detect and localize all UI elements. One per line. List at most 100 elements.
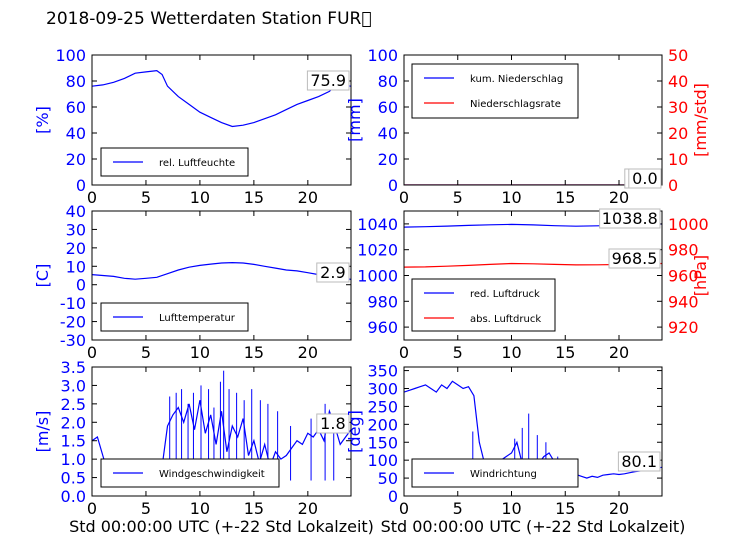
y2-tick-label: 0 [668, 176, 678, 195]
y-tick-label: 1.0 [61, 450, 86, 469]
y2-tick-label: 50 [668, 46, 688, 65]
y-tick-label: 80 [378, 72, 398, 91]
last-value-label: 80.1 [621, 452, 657, 471]
y-tick-label: 0.5 [61, 469, 86, 488]
x-tick-label: 10 [190, 188, 210, 207]
legend: Windgeschwindigkeit [100, 458, 280, 488]
y-tick-label: -20 [60, 313, 86, 332]
last-value-label-2-box [628, 168, 662, 189]
y-tick-label: 250 [367, 397, 398, 416]
x-tick-label: 15 [555, 188, 575, 207]
last-value-label-2: 0.0 [632, 169, 657, 188]
y-axis-label: [mm] [345, 98, 364, 142]
legend: rel. Luftfeuchte [100, 147, 249, 177]
y-tick-label: 0 [388, 487, 398, 506]
y2-tick-label: 40 [668, 72, 688, 91]
x-tick-label: 15 [244, 343, 264, 362]
y-tick-label: 50 [378, 469, 398, 488]
y-tick-label: 0 [76, 276, 86, 295]
y2-tick-label: 940 [668, 292, 699, 311]
x-tick-label: 20 [609, 188, 629, 207]
y-tick-label: 40 [66, 124, 86, 143]
last-value-label: 2.9 [320, 263, 345, 282]
x-tick-label: 10 [501, 343, 521, 362]
last-value-label-2: 968.5 [612, 249, 658, 268]
y-tick-label: 3.5 [61, 358, 86, 377]
y-tick-label: 3.0 [61, 376, 86, 395]
y-tick-label: 100 [367, 46, 398, 65]
plot-frame [91, 210, 352, 341]
panel-wind_speed: 0 5 10 15 20 0.00.51.01.52.02.53.03.5 [m/s] Std… [33, 358, 374, 536]
y-tick-label: 0 [76, 176, 86, 195]
legend-label: rel. Luftfeuchte [159, 158, 235, 169]
y-tick-label: 20 [66, 150, 86, 169]
x-tick-label: 0 [87, 188, 97, 207]
y2-tick-label: 960 [668, 267, 699, 286]
legend: Lufttemperatur [100, 302, 249, 332]
x-tick-label: 0 [399, 499, 409, 518]
last-value-label-box [306, 70, 350, 91]
x-tick-label: 10 [501, 188, 521, 207]
x-tick-label: 0 [87, 343, 97, 362]
plot-frame [403, 54, 663, 186]
legend-label: Windgeschwindigkeit [159, 469, 265, 480]
x-axis-label: Std 00:00:00 UTC (+-22 Std Lokalzeit) [381, 517, 686, 536]
y-axis-label: [C] [33, 264, 52, 288]
x-tick-label: 5 [453, 499, 463, 518]
last-value-label: 1038.8 [602, 209, 658, 228]
y-tick-label: 1040 [357, 215, 398, 234]
legend: red. Luftdruck abs. Luftdruck [411, 278, 556, 332]
x-tick-label: 5 [141, 343, 151, 362]
legend-label: abs. Luftdruck [470, 314, 541, 325]
last-value-label-box [316, 413, 350, 434]
y-tick-label: 80 [66, 72, 86, 91]
x-tick-label: 20 [298, 188, 318, 207]
y2-axis-label: [mm/std] [691, 83, 710, 157]
y2-tick-label: 980 [668, 241, 699, 260]
y-tick-label: 60 [378, 98, 398, 117]
y-tick-label: 150 [367, 433, 398, 452]
last-value-label-box [316, 262, 350, 283]
x-tick-label: 20 [298, 343, 318, 362]
y-tick-label: 350 [367, 362, 398, 381]
last-value-label: 1.8 [320, 414, 345, 433]
legend-label: Windrichtung [470, 469, 537, 480]
y-tick-label: 20 [378, 150, 398, 169]
plot-frame [403, 366, 663, 497]
figure-title: 2018-09-25 Wetterdaten Station FUR  [46, 9, 372, 29]
y-axis-label: [m/s] [33, 411, 52, 453]
x-tick-label: 15 [555, 343, 575, 362]
y-axis-label: [%] [33, 106, 52, 134]
x-tick-label: 10 [190, 499, 210, 518]
x-tick-label: 20 [609, 499, 629, 518]
legend-label: kum. Niederschlag [470, 74, 563, 85]
x-tick-label: 20 [609, 343, 629, 362]
last-value-label-box [599, 208, 661, 229]
y2-tick-label: 1000 [668, 215, 709, 234]
y2-tick-label: 30 [668, 98, 688, 117]
y-tick-label: -10 [60, 294, 86, 313]
y-tick-label: 0 [388, 176, 398, 195]
legend-label: Niederschlagsrate [470, 99, 561, 110]
y-tick-label: 200 [367, 415, 398, 434]
y-tick-label: 10 [66, 257, 86, 276]
y2-axis-label: [hPa] [691, 255, 710, 296]
x-tick-label: 0 [399, 343, 409, 362]
y2-tick-label: 920 [668, 318, 699, 337]
x-tick-label: 15 [555, 499, 575, 518]
x-axis-label: Std 00:00:00 UTC (+-22 Std Lokalzeit) [69, 517, 374, 536]
x-tick-label: 5 [453, 188, 463, 207]
y-tick-label: 1.5 [61, 432, 86, 451]
panel-pressure: 0 5 10 15 20 960 980 1000 1020 1040 920 940 960 980 10… [357, 208, 710, 362]
y-tick-label: 40 [378, 124, 398, 143]
y-tick-label: 2.5 [61, 395, 86, 414]
legend-frame [411, 278, 556, 332]
series-line-rel-luftfeuchte [92, 69, 351, 128]
legend: kum. Niederschlag Niederschlagsrate [411, 63, 579, 119]
x-tick-label: 0 [87, 499, 97, 518]
x-tick-label: 5 [141, 499, 151, 518]
